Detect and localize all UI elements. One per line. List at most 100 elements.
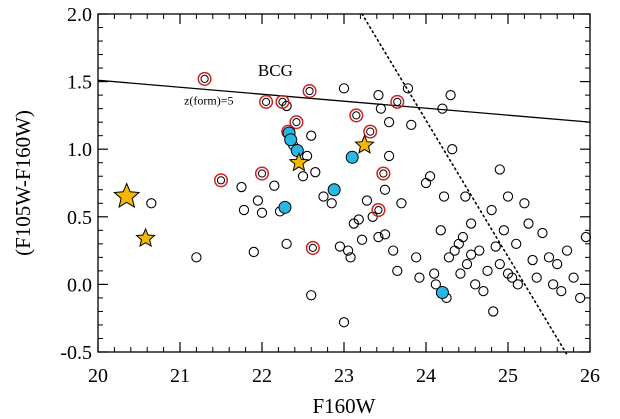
filled-circle-point bbox=[290, 144, 304, 158]
red-ring-inner bbox=[216, 176, 226, 185]
annotations: BCG z(form)=5 bbox=[184, 61, 293, 107]
open-circle-point bbox=[511, 238, 522, 249]
red-ring-outer bbox=[259, 94, 274, 109]
red-ring-inner bbox=[308, 243, 317, 252]
x-tick-label: 20 bbox=[88, 365, 108, 387]
open-circle-point bbox=[345, 252, 356, 263]
open-circle-point bbox=[474, 245, 485, 256]
y-tick-label: 2.0 bbox=[67, 4, 92, 26]
open-circle-point bbox=[429, 268, 440, 279]
open-circle-point bbox=[457, 231, 469, 243]
red-ring-point bbox=[197, 71, 212, 86]
red-ring-inner bbox=[200, 74, 209, 83]
red-ring-outer bbox=[390, 94, 405, 109]
open-circle-point bbox=[379, 229, 391, 240]
open-circle-point bbox=[443, 252, 455, 263]
open-circle-point bbox=[552, 258, 563, 270]
star-point bbox=[288, 151, 310, 172]
open-circle-point bbox=[256, 207, 268, 218]
open-circle-point bbox=[465, 218, 477, 229]
open-circle-point bbox=[488, 306, 499, 317]
open-circle-point bbox=[435, 225, 446, 236]
open-circle-point bbox=[269, 180, 280, 191]
open-circle-point bbox=[383, 150, 395, 162]
plot-frame bbox=[97, 13, 591, 353]
star-point bbox=[113, 182, 141, 209]
open-circle-point bbox=[494, 164, 505, 175]
open-circle-point bbox=[388, 245, 399, 256]
red-ring-inner bbox=[257, 169, 267, 178]
open-circle-point bbox=[568, 272, 579, 283]
open-circle-point bbox=[334, 241, 346, 252]
x-tick-label: 26 bbox=[580, 365, 600, 387]
x-tick-label: 24 bbox=[416, 365, 436, 387]
open-circle-point bbox=[252, 195, 264, 206]
open-circle-point bbox=[191, 252, 202, 263]
y-tick-label: 0.5 bbox=[67, 207, 92, 229]
red-ring-inner bbox=[305, 86, 314, 96]
open-circle-point bbox=[561, 245, 573, 256]
open-circle-point bbox=[460, 191, 471, 202]
open-circle-point bbox=[248, 246, 259, 258]
red-ring-inner bbox=[278, 97, 287, 106]
y-tick-label: 0.0 bbox=[67, 274, 92, 296]
open-circle-point bbox=[238, 204, 250, 216]
filled-circle-point bbox=[345, 150, 359, 164]
red-ring-inner bbox=[393, 97, 402, 106]
open-circle-point bbox=[430, 279, 441, 290]
bcg-label: BCG bbox=[258, 61, 293, 80]
open-circle-point bbox=[482, 265, 493, 277]
open-circle-point bbox=[556, 286, 567, 297]
red-ring-outer bbox=[197, 71, 212, 86]
open-circle-point bbox=[580, 231, 592, 243]
open-circle-point bbox=[420, 177, 432, 189]
red-ring-point bbox=[213, 173, 229, 188]
open-circle-point bbox=[338, 317, 350, 328]
open-circle-point bbox=[445, 89, 456, 101]
open-circle-point bbox=[373, 231, 384, 243]
open-circle-point bbox=[498, 225, 510, 236]
open-circle-point bbox=[342, 245, 354, 256]
open-circle-point bbox=[406, 119, 417, 131]
open-circle-point bbox=[375, 103, 387, 114]
open-circle-point bbox=[449, 245, 460, 256]
red-ring-point bbox=[363, 124, 378, 139]
y-axis-title: (F105W-F160W) bbox=[11, 110, 35, 256]
red-ring-point bbox=[289, 115, 304, 130]
y-tick-label: -0.5 bbox=[60, 342, 92, 364]
filled-circle-point bbox=[278, 200, 292, 214]
red-ring-outer bbox=[275, 94, 290, 109]
open-circle-point bbox=[506, 272, 518, 283]
axis-labels: 20 21 22 23 24 25 26 -0.5 0.0 0.5 1.0 1.5 2.0 F160W (F… bbox=[11, 4, 600, 418]
open-circle-point bbox=[424, 171, 436, 182]
open-circle-point bbox=[502, 191, 514, 202]
red-ring-inner bbox=[374, 205, 383, 215]
open-circle-point bbox=[527, 254, 538, 266]
open-circle-point bbox=[356, 234, 368, 245]
open-circle-point bbox=[486, 204, 497, 216]
open-circle-point bbox=[465, 249, 477, 260]
x-tick-label: 22 bbox=[252, 365, 272, 387]
red-ring-point bbox=[349, 108, 364, 123]
open-circle-point bbox=[453, 238, 464, 249]
red-ring-outer bbox=[349, 108, 364, 123]
open-circle-point bbox=[318, 191, 329, 202]
red-ring-outer bbox=[302, 84, 317, 99]
open-circle-point bbox=[338, 83, 350, 94]
open-circle-point bbox=[494, 258, 505, 270]
red-ring-inner bbox=[366, 127, 375, 136]
data-points bbox=[113, 71, 592, 328]
open-circle-point bbox=[373, 89, 384, 101]
red-ring-point bbox=[390, 94, 405, 109]
open-circle-point bbox=[306, 290, 317, 301]
red-sequence-line bbox=[97, 79, 591, 123]
red-ring-outer bbox=[363, 124, 378, 139]
open-circle-point bbox=[455, 268, 466, 279]
axis-ticks bbox=[97, 13, 591, 353]
open-circle-point bbox=[411, 252, 422, 263]
red-ring-point bbox=[302, 84, 317, 99]
open-circle-point bbox=[146, 198, 157, 209]
red-ring-inner bbox=[292, 118, 301, 127]
open-circle-point bbox=[414, 272, 425, 283]
